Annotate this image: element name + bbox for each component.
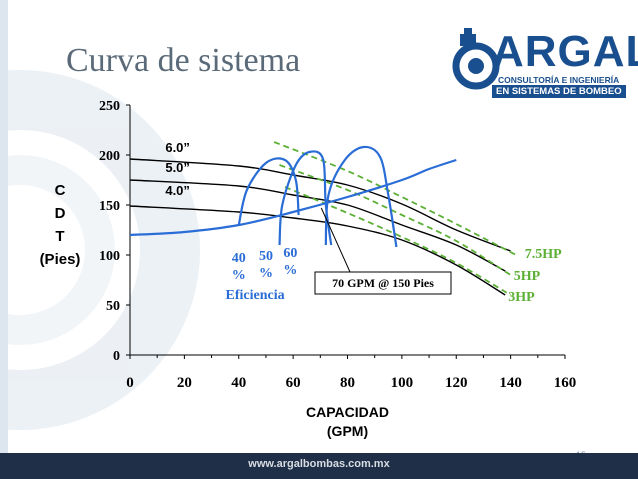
y-tick-label: 250 bbox=[99, 99, 120, 114]
efficiency-curve-line bbox=[278, 150, 333, 246]
efficiency-unit-label: % bbox=[232, 268, 246, 283]
impeller-curve-line bbox=[129, 158, 511, 252]
y-tick-label: 200 bbox=[99, 149, 120, 164]
y-axis-title: T bbox=[55, 228, 64, 245]
x-tick-label: 100 bbox=[391, 375, 414, 391]
hp-curve-line bbox=[273, 141, 517, 256]
efficiency-value-label: 60 bbox=[283, 246, 297, 261]
argal-logo: ARGAL CONSULTORÍA E INGENIERÍA EN SISTEM… bbox=[452, 28, 638, 108]
pump-icon bbox=[452, 28, 500, 90]
efficiency-value-label: 40 bbox=[232, 251, 246, 266]
impeller-curve-line bbox=[129, 205, 506, 296]
x-axis-title: (GPM) bbox=[327, 423, 368, 439]
efficiency-unit-label: % bbox=[259, 266, 273, 281]
x-axis-title: CAPACIDAD bbox=[306, 404, 389, 420]
x-tick-label: 160 bbox=[554, 375, 577, 391]
efficiency-curve-line bbox=[324, 145, 398, 248]
x-tick-label: 60 bbox=[286, 375, 301, 391]
logo-wordmark: ARGAL bbox=[492, 27, 638, 76]
horsepower-label: 3HP bbox=[508, 290, 535, 305]
y-tick-label: 100 bbox=[99, 249, 120, 264]
logo-tagline-1: CONSULTORÍA E INGENIERÍA bbox=[498, 75, 620, 85]
efficiency-value-label: 50 bbox=[259, 249, 273, 264]
impeller-size-label: 4.0” bbox=[165, 183, 190, 198]
y-tick-label: 50 bbox=[106, 299, 120, 314]
x-tick-label: 120 bbox=[445, 375, 468, 391]
efficiency-title: Eficiencia bbox=[226, 288, 285, 303]
slide-title: Curva de sistema bbox=[66, 42, 301, 79]
hp-curve-line bbox=[279, 164, 512, 276]
x-tick-label: 40 bbox=[231, 375, 246, 391]
x-tick-label: 80 bbox=[340, 375, 355, 391]
y-axis-title: D bbox=[55, 205, 66, 222]
impeller-size-label: 5.0” bbox=[165, 160, 190, 175]
horsepower-label: 5HP bbox=[514, 269, 541, 284]
callout-leader-line bbox=[320, 207, 351, 273]
left-accent-bar bbox=[0, 0, 8, 453]
footer-bar: www.argalbombas.com.mx bbox=[0, 453, 638, 479]
gear-watermark bbox=[0, 70, 200, 430]
operating-point-label: 70 GPM @ 150 Pies bbox=[332, 276, 434, 290]
x-tick-label: 20 bbox=[177, 375, 192, 391]
y-tick-label: 0 bbox=[113, 349, 120, 364]
y-tick-label: 150 bbox=[99, 199, 120, 214]
y-axis-title: C bbox=[55, 182, 66, 199]
series-layer bbox=[129, 141, 517, 296]
impeller-curve-line bbox=[129, 179, 506, 272]
system-curve-line bbox=[129, 158, 457, 237]
labels-layer: CAPACIDAD (GPM) CDT (Pies) 6.0” 5.0” 4.0” 7.5HP… bbox=[40, 140, 563, 439]
x-tick-label: 0 bbox=[126, 375, 134, 391]
impeller-size-label: 6.0” bbox=[165, 140, 190, 155]
chart-axes: 0 50 100 150 200 250 0 20 40 60 80 100 120 140 160 bbox=[99, 99, 576, 391]
efficiency-unit-label: % bbox=[283, 263, 297, 278]
callout-box bbox=[314, 271, 452, 295]
logo-tagline-2: EN SISTEMAS DE BOMBEO bbox=[492, 85, 626, 98]
x-tick-label: 140 bbox=[499, 375, 522, 391]
efficiency-curve-line bbox=[237, 157, 300, 226]
horsepower-label: 7.5HP bbox=[525, 247, 562, 262]
footer-url: www.argalbombas.com.mx bbox=[248, 458, 390, 470]
y-axis-title: (Pies) bbox=[40, 251, 81, 268]
